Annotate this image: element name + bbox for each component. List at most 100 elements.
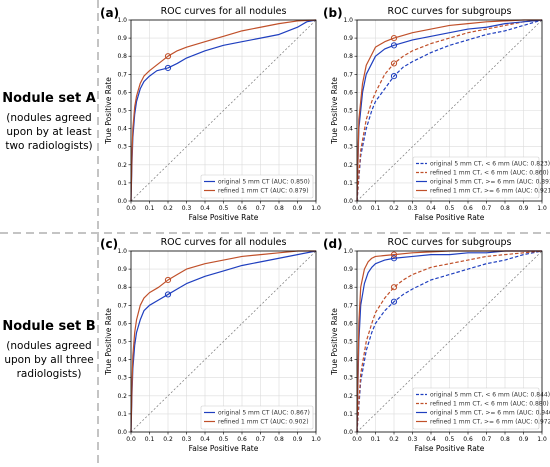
operating-point-marker xyxy=(390,73,398,80)
y-tick-label: 0.4 xyxy=(343,126,353,133)
legend-entry: original 5 mm CT, < 6 mm (AUC: 0.823) xyxy=(430,161,550,168)
roc-series-line-1 xyxy=(356,19,543,202)
operating-point-marker xyxy=(390,255,398,262)
roc-series-line-2 xyxy=(130,19,317,202)
panel-label: (a) xyxy=(100,6,119,20)
y-tick-label: 0.1 xyxy=(117,180,127,187)
y-tick-label: 0.9 xyxy=(343,35,353,42)
operating-point-marker xyxy=(164,291,172,298)
y-tick-label: 0.2 xyxy=(117,393,127,400)
x-tick-label: 0.4 xyxy=(426,205,436,212)
operating-point-marker xyxy=(390,42,398,49)
legend-entry: refined 1 mm CT, < 6 mm (AUC: 0.880) xyxy=(430,401,549,408)
row-title: Nodule set A xyxy=(2,91,96,106)
plot-frame xyxy=(130,19,317,202)
y-tick-label: 0.8 xyxy=(117,53,127,60)
row-subtitle-line: two radiologists) xyxy=(5,140,92,152)
y-tick-label: 0.2 xyxy=(343,393,353,400)
operating-point-marker xyxy=(164,276,172,284)
x-axis-label: False Positive Rate xyxy=(189,213,259,222)
panel-title: ROC curves for subgroups xyxy=(388,6,512,17)
x-tick-label: 0.1 xyxy=(371,436,381,443)
legend: original 5 mm CT (AUC: 0.867) refined 1 m… xyxy=(200,405,314,430)
x-tick-label: 1.0 xyxy=(537,205,547,212)
roc-series-line-2 xyxy=(356,250,543,433)
x-tick-label: 0.2 xyxy=(389,205,399,212)
panel-title: ROC curves for all nodules xyxy=(161,6,287,17)
y-tick-label: 0.8 xyxy=(343,284,353,291)
row-subtitle-line: upon by all three xyxy=(4,354,93,366)
panel-title: ROC curves for subgroups xyxy=(388,237,512,248)
y-tick-label: 0.4 xyxy=(343,357,353,364)
x-tick-label: 0.2 xyxy=(389,436,399,443)
x-tick-label: 0.3 xyxy=(408,205,418,212)
legend: original 5 mm CT (AUC: 0.850) refined 1 m… xyxy=(200,174,314,199)
y-tick-label: 0.7 xyxy=(343,302,353,309)
operating-point-marker xyxy=(390,35,398,42)
chance-diagonal xyxy=(130,19,317,202)
x-tick-label: 0.2 xyxy=(163,436,173,443)
y-tick-label: 0.0 xyxy=(117,429,127,436)
legend-entry: refined 1 mm CT, >= 6 mm (AUC: 0.972) xyxy=(430,419,550,426)
y-tick-label: 0.9 xyxy=(343,266,353,273)
y-tick-label: 0.3 xyxy=(343,144,353,151)
x-tick-label: 0.6 xyxy=(237,205,247,212)
row-label-a: Nodule set A (nodules agreed upon by at … xyxy=(2,91,96,152)
y-tick-label: 0.7 xyxy=(343,71,353,78)
panel-title: ROC curves for all nodules xyxy=(161,237,287,248)
y-tick-label: 1.0 xyxy=(117,17,127,24)
plot-frame xyxy=(356,250,543,433)
x-tick-label: 0.7 xyxy=(256,205,266,212)
x-tick-label: 0.4 xyxy=(200,436,210,443)
legend-box xyxy=(412,387,540,430)
y-tick-label: 0.3 xyxy=(117,375,127,382)
x-tick-label: 0.3 xyxy=(182,205,192,212)
x-tick-label: 0.9 xyxy=(293,205,303,212)
x-tick-label: 0.0 xyxy=(126,205,136,212)
x-tick-label: 0.6 xyxy=(463,436,473,443)
x-tick-label: 0.3 xyxy=(408,436,418,443)
chance-diagonal xyxy=(356,19,543,202)
row-subtitle-line: upon by at least xyxy=(6,126,91,138)
x-axis-label: False Positive Rate xyxy=(415,444,485,453)
y-tick-label: 1.0 xyxy=(343,248,353,255)
x-tick-label: 0.6 xyxy=(237,436,247,443)
x-tick-label: 0.9 xyxy=(293,436,303,443)
x-tick-label: 0.7 xyxy=(482,205,492,212)
chance-diagonal xyxy=(130,250,317,433)
y-tick-label: 0.3 xyxy=(117,144,127,151)
roc-series-line-4 xyxy=(356,19,542,202)
x-tick-label: 0.5 xyxy=(219,436,229,443)
y-tick-label: 1.0 xyxy=(117,248,127,255)
y-axis-label: True Positive Rate xyxy=(104,77,113,145)
y-tick-label: 0.0 xyxy=(117,198,127,205)
legend-entry: original 5 mm CT, >= 6 mm (AUC: 0.891) xyxy=(430,179,550,186)
x-tick-label: 0.9 xyxy=(519,436,529,443)
legend-entry: original 5 mm CT, < 6 mm (AUC: 0.844) xyxy=(430,392,550,399)
x-tick-label: 0.4 xyxy=(426,436,436,443)
legend: original 5 mm CT, < 6 mm (AUC: 0.823) ref… xyxy=(412,156,550,199)
roc-series-line-3 xyxy=(356,19,543,202)
panel-label: (c) xyxy=(100,237,118,251)
roc-panel-3: (c) ROC curves for all nodules 0.00.0 0.1 0.… xyxy=(100,237,321,453)
legend-box xyxy=(412,156,540,199)
plot-frame xyxy=(130,250,317,433)
x-tick-label: 0.8 xyxy=(274,436,284,443)
operating-point-marker xyxy=(164,64,172,72)
y-tick-label: 0.1 xyxy=(343,411,353,418)
y-tick-label: 0.6 xyxy=(117,89,127,96)
y-tick-label: 0.3 xyxy=(343,375,353,382)
y-tick-label: 0.6 xyxy=(117,320,127,327)
roc-series-line-1 xyxy=(130,250,317,433)
x-tick-label: 0.1 xyxy=(145,436,155,443)
y-axis-label: True Positive Rate xyxy=(330,77,339,145)
x-axis-label: False Positive Rate xyxy=(415,213,485,222)
operating-point-marker xyxy=(390,251,398,258)
y-tick-label: 0.2 xyxy=(343,162,353,169)
row-label-b: Nodule set B (nodules agreed upon by all… xyxy=(2,319,95,380)
x-tick-label: 0.0 xyxy=(126,436,136,443)
roc-series-line-2 xyxy=(130,250,316,433)
y-axis-label: True Positive Rate xyxy=(104,308,113,376)
x-tick-label: 0.4 xyxy=(200,205,210,212)
